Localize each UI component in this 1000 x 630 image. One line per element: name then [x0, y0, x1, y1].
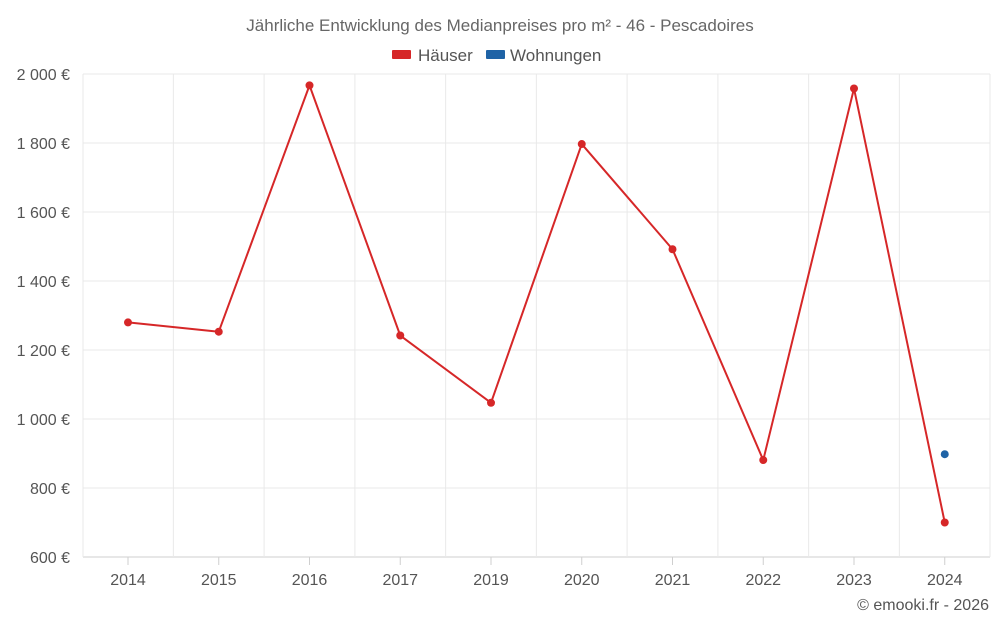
x-tick-label: 2017: [382, 572, 418, 589]
data-point-haeuser-2019[interactable]: [487, 398, 495, 407]
y-tick-label: 1 200 €: [17, 343, 70, 360]
y-tick-label: 600 €: [30, 550, 70, 567]
credit-text: © emooki.fr - 2026: [857, 597, 989, 614]
x-tick-label: 2016: [292, 572, 328, 589]
grid-layer: [82, 73, 991, 558]
x-tick-label: 2019: [473, 572, 509, 589]
y-tick-label: 1 000 €: [17, 412, 70, 429]
chart-title: Jährliche Entwicklung des Medianpreises …: [246, 16, 753, 35]
data-point-haeuser-2015[interactable]: [214, 327, 223, 336]
data-point-haeuser-2017[interactable]: [396, 331, 405, 340]
x-tick-label: 2015: [201, 572, 237, 589]
y-tick-label: 800 €: [30, 481, 70, 498]
data-point-haeuser-2014[interactable]: [124, 318, 132, 327]
x-tick-label: 2021: [655, 572, 691, 589]
data-point-haeuser-2016[interactable]: [305, 81, 314, 90]
x-tick-label: 2022: [745, 572, 781, 589]
axis-layer: 600 € 800 € 1 000 € 1 200 € 1 400 € 1 600 € 1 …: [17, 67, 963, 589]
legend-label-haeuser: Häuser: [418, 46, 473, 65]
x-tick-label: 2024: [927, 572, 963, 589]
y-tick-label: 1 800 €: [17, 136, 70, 153]
data-point-haeuser-2024[interactable]: [940, 518, 949, 527]
data-point-haeuser-2023[interactable]: [850, 84, 858, 93]
legend-label-wohnungen: Wohnungen: [510, 46, 601, 65]
data-point-haeuser-2020[interactable]: [577, 140, 586, 149]
legend-swatch-haeuser: [392, 50, 411, 59]
series-layer: [124, 81, 949, 527]
series-line-haeuser: [127, 84, 946, 523]
y-tick-label: 2 000 €: [17, 67, 70, 84]
legend-swatch-wohnungen: [486, 50, 505, 59]
y-tick-label: 1 600 €: [17, 205, 70, 222]
x-tick-label: 2020: [564, 572, 600, 589]
data-point-haeuser-2021[interactable]: [668, 245, 677, 254]
legend: Häuser Wohnungen: [392, 46, 601, 65]
data-point-wohnungen-2024[interactable]: [940, 450, 949, 459]
x-tick-label: 2014: [110, 572, 146, 589]
y-tick-label: 1 400 €: [17, 274, 70, 291]
legend-item-wohnungen[interactable]: Wohnungen: [486, 46, 601, 65]
data-point-haeuser-2022[interactable]: [759, 456, 768, 465]
legend-item-haeuser[interactable]: Häuser: [392, 46, 473, 65]
x-tick-label: 2023: [836, 572, 872, 589]
